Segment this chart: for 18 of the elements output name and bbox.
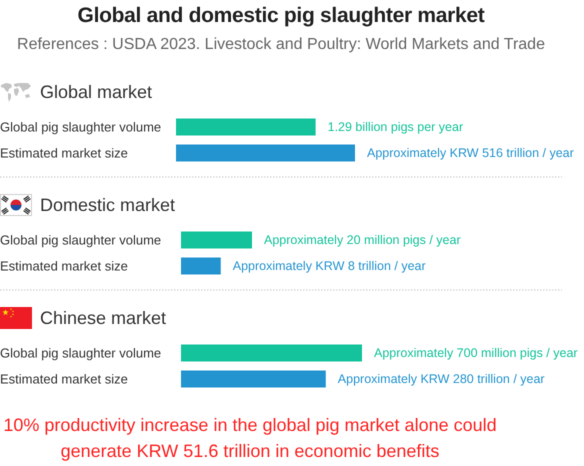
annotation: 1.29 billion pigs per year xyxy=(328,120,464,134)
y-tick-label: Estimated market size xyxy=(0,372,128,386)
annotation: Approximately 20 million pigs / year xyxy=(264,233,461,247)
y-tick-label: Estimated market size xyxy=(0,146,128,160)
text: Global and domestic pig slaughter market xyxy=(76,3,486,29)
chart-title: Domestic market xyxy=(40,194,176,217)
text: References : USDA 2023. Livestock and Poultry: World Markets and Trade xyxy=(16,35,546,55)
y-tick-label: Global pig slaughter volume xyxy=(0,232,162,248)
y-tick-label: Global pig slaughter volume xyxy=(0,346,162,360)
annotation: Approximately KRW 8 trillion / year xyxy=(232,259,426,273)
annotation: Approximately KRW 516 trillion / year xyxy=(367,146,574,160)
y-tick-label: Global pig slaughter volume xyxy=(0,120,162,134)
chart-title: Chinese market xyxy=(40,307,166,330)
y-tick-label: Estimated market size xyxy=(0,258,128,274)
annotation: Approximately 700 million pigs / year xyxy=(374,346,578,360)
chart-title: Global market xyxy=(40,81,152,104)
annotation: Approximately KRW 280 trillion / year xyxy=(338,372,545,386)
text: 10% productivity increase in the global pig market alone could generate KRW 51.6 trillion in economic benefits xyxy=(2,414,498,463)
